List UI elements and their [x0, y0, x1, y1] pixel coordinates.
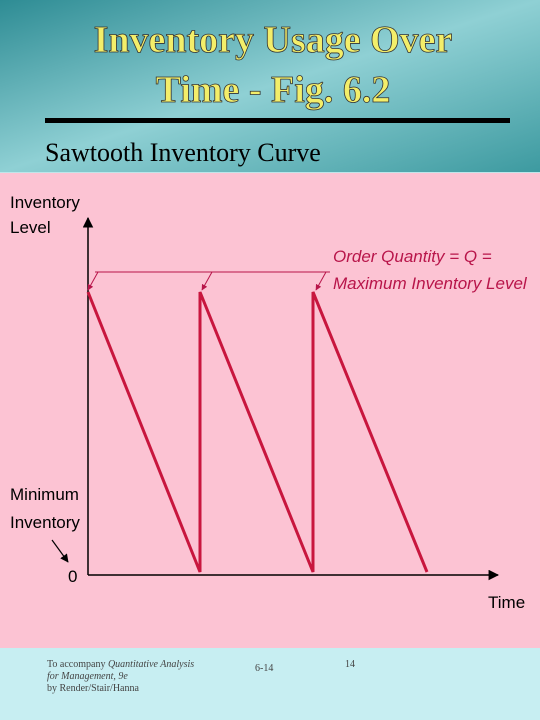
- credit-book: Quantitative Analysis: [108, 659, 194, 670]
- minimum-label: Inventory: [10, 513, 80, 532]
- title-line: Time - Fig. 6.2: [156, 69, 391, 111]
- title-line: Inventory Usage Over: [94, 19, 453, 61]
- footer-credit: for Management, 9e: [47, 671, 128, 682]
- header-bg: [0, 0, 540, 172]
- origin-label: 0: [68, 567, 77, 586]
- minimum-arrow: [51, 539, 69, 563]
- annotation: Maximum Inventory Level: [333, 274, 528, 293]
- footer-credit: by Render/Stair/Hanna: [47, 683, 139, 694]
- q-arrow: [315, 271, 327, 291]
- footer-credit: To accompany Quantitative Analysis: [47, 659, 194, 670]
- y-axis-label: Inventory: [10, 193, 80, 212]
- slide-code: 6-14: [255, 663, 273, 674]
- subtitle: Sawtooth Inventory Curve: [45, 138, 321, 167]
- y-axis-label: Level: [10, 218, 51, 237]
- credit-prefix: To accompany: [47, 659, 105, 670]
- diagram-bg: [0, 173, 540, 648]
- footer-bg: [0, 648, 540, 720]
- q-arrow: [201, 271, 213, 291]
- sawtooth-curve: [86, 291, 429, 573]
- q-arrow: [87, 271, 99, 291]
- title-rule: [45, 118, 510, 123]
- page-number: 14: [345, 659, 355, 670]
- x-axis-label: Time: [488, 593, 525, 612]
- minimum-label: Minimum: [10, 485, 79, 504]
- annotation: Order Quantity = Q =: [333, 247, 492, 266]
